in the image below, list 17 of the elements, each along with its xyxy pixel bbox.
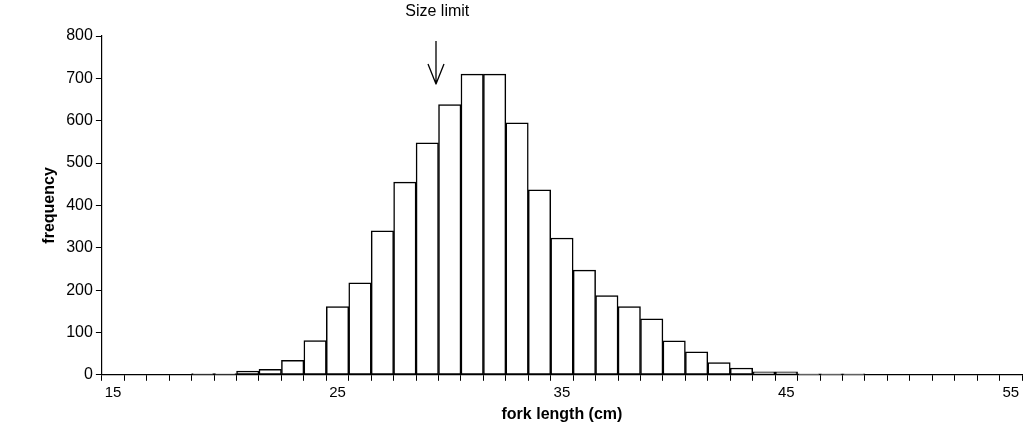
y-tick-label: 600 — [66, 111, 93, 129]
y-tick-label: 800 — [66, 26, 93, 44]
y-tick-label: 0 — [83, 365, 93, 383]
y-tick-label: 700 — [66, 68, 93, 86]
y-tick-label: 200 — [66, 280, 93, 298]
x-axis-title: fork length (cm) — [501, 404, 623, 422]
y-tick-label: 100 — [66, 322, 93, 340]
x-tick-label: 25 — [329, 382, 346, 400]
y-tick-label: 500 — [66, 153, 93, 171]
y-tick-label: 300 — [66, 238, 93, 256]
x-tick-label: 35 — [553, 382, 571, 400]
x-tick-label: 15 — [104, 382, 122, 400]
y-tick-label: 400 — [66, 195, 93, 213]
y-axis-title: frequency — [40, 167, 58, 244]
x-tick-label: 55 — [1002, 382, 1020, 400]
text: Size limit — [405, 2, 470, 20]
x-tick-label: 45 — [778, 382, 795, 400]
